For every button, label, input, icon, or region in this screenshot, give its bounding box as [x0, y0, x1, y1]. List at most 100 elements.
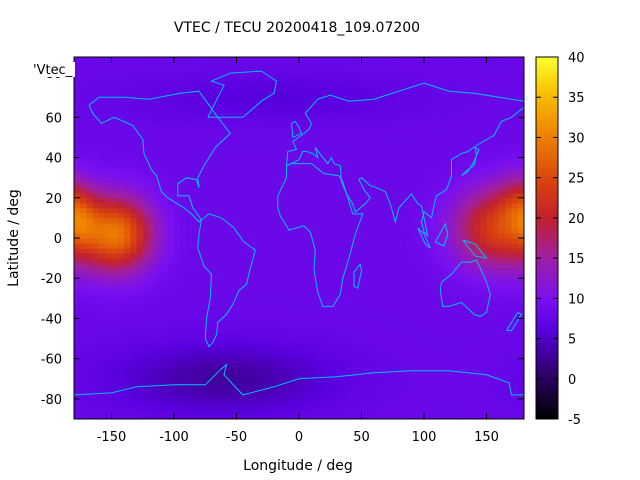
heatmap-cell	[205, 298, 212, 304]
heatmap-cell	[261, 323, 269, 329]
heatmap-cell	[261, 162, 269, 169]
heatmap-cell	[180, 383, 187, 390]
heatmap-cell	[467, 288, 475, 294]
heatmap-cell	[336, 253, 344, 259]
heatmap-cell	[161, 253, 169, 259]
heatmap-cell	[80, 67, 87, 73]
heatmap-cell	[199, 263, 206, 269]
heatmap-cell	[255, 308, 262, 314]
heatmap-cell	[211, 137, 219, 143]
heatmap-cell	[280, 97, 287, 103]
heatmap-cell	[280, 308, 287, 314]
heatmap-cell	[149, 398, 156, 405]
heatmap-cell	[111, 82, 119, 88]
heatmap-cell	[486, 212, 494, 219]
heatmap-cell	[449, 348, 456, 355]
heatmap-cell	[436, 348, 444, 355]
heatmap-cell	[455, 142, 462, 148]
heatmap-cell	[199, 248, 206, 254]
heatmap-cell	[161, 308, 169, 314]
heatmap-cell	[286, 238, 294, 244]
heatmap-cell	[492, 268, 500, 274]
heatmap-cell	[105, 263, 112, 269]
heatmap-cell	[505, 212, 512, 219]
heatmap-cell	[192, 77, 200, 83]
heatmap-cell	[474, 298, 481, 304]
heatmap-cell	[217, 92, 225, 98]
heatmap-cell	[105, 328, 112, 334]
heatmap-cell	[511, 293, 519, 299]
heatmap-cell	[199, 132, 206, 138]
heatmap-cell	[361, 202, 369, 209]
heatmap-cell	[330, 273, 337, 279]
heatmap-cell	[399, 92, 406, 98]
heatmap-cell	[242, 293, 250, 299]
heatmap-cell	[442, 152, 450, 158]
heatmap-cell	[211, 238, 219, 244]
heatmap-cell	[324, 232, 331, 239]
heatmap-cell	[111, 127, 119, 133]
heatmap-cell	[105, 298, 112, 304]
heatmap-cell	[486, 142, 494, 148]
heatmap-cell	[330, 308, 337, 314]
heatmap-cell	[149, 353, 156, 360]
heatmap-cell	[392, 363, 400, 370]
heatmap-cell	[74, 288, 81, 294]
heatmap-cell	[311, 172, 319, 179]
heatmap-cell	[392, 328, 400, 334]
heatmap-cell	[330, 97, 337, 103]
heatmap-cell	[105, 167, 112, 174]
heatmap-cell	[355, 77, 362, 83]
heatmap-cell	[449, 308, 456, 314]
heatmap-cell	[199, 358, 206, 365]
heatmap-cell	[492, 102, 500, 108]
heatmap-cell	[149, 177, 156, 184]
heatmap-cell	[361, 112, 369, 118]
heatmap-cell	[224, 313, 231, 319]
heatmap-cell	[349, 102, 356, 108]
heatmap-cell	[286, 132, 294, 138]
heatmap-cell	[236, 152, 244, 158]
heatmap-cell	[480, 152, 487, 158]
heatmap-cell	[111, 182, 119, 189]
heatmap-cell	[199, 368, 206, 375]
heatmap-cell	[280, 388, 287, 395]
heatmap-cell	[286, 207, 294, 214]
heatmap-cell	[461, 202, 469, 209]
heatmap-cell	[211, 248, 219, 254]
heatmap-cell	[461, 298, 469, 304]
heatmap-cell	[386, 217, 394, 224]
heatmap-cell	[117, 288, 125, 294]
heatmap-cell	[380, 348, 387, 355]
heatmap-cell	[386, 338, 394, 344]
heatmap-cell	[324, 137, 331, 143]
heatmap-cell	[174, 222, 181, 229]
heatmap-cell	[117, 298, 125, 304]
heatmap-cell	[186, 268, 194, 274]
heatmap-cell	[161, 268, 169, 274]
heatmap-cell	[105, 313, 112, 319]
heatmap-cell	[511, 308, 519, 314]
heatmap-cell	[224, 288, 231, 294]
heatmap-cell	[305, 232, 312, 239]
heatmap-cell	[149, 348, 156, 355]
heatmap-cell	[442, 107, 450, 113]
heatmap-cell	[492, 152, 500, 158]
heatmap-cell	[374, 333, 381, 339]
heatmap-cell	[230, 212, 237, 219]
heatmap-cell	[474, 122, 481, 128]
heatmap-cell	[267, 243, 275, 249]
heatmap-cell	[405, 288, 412, 294]
heatmap-cell	[274, 323, 281, 329]
heatmap-cell	[155, 248, 162, 254]
heatmap-cell	[99, 328, 106, 334]
heatmap-cell	[242, 273, 250, 279]
heatmap-cell	[492, 137, 500, 143]
heatmap-cell	[86, 112, 94, 118]
heatmap-cell	[449, 353, 456, 360]
heatmap-cell	[205, 227, 212, 234]
heatmap-cell	[236, 283, 244, 289]
heatmap-cell	[424, 283, 431, 289]
heatmap-cell	[311, 102, 319, 108]
heatmap-cell	[161, 303, 169, 309]
